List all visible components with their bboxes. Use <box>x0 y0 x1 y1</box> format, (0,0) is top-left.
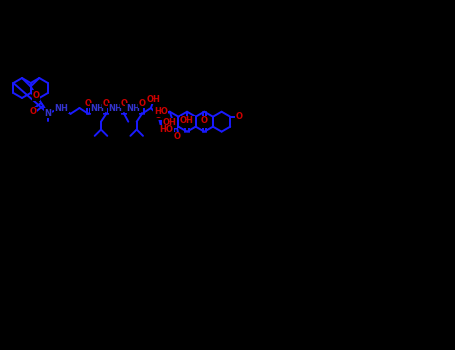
Text: NH: NH <box>108 104 122 113</box>
Text: NH: NH <box>126 104 140 113</box>
Text: O: O <box>174 132 181 141</box>
Text: O: O <box>138 99 146 108</box>
Text: O: O <box>121 99 127 108</box>
Text: HO: HO <box>154 107 168 116</box>
Text: O: O <box>183 118 191 127</box>
Text: OH: OH <box>147 94 161 104</box>
Text: O: O <box>85 99 92 108</box>
Text: O: O <box>33 91 40 100</box>
Text: N: N <box>45 109 51 118</box>
Text: O: O <box>29 107 36 116</box>
Text: NH: NH <box>55 104 69 113</box>
Text: O: O <box>103 99 110 108</box>
Text: O: O <box>236 112 243 121</box>
Text: OH: OH <box>163 118 177 127</box>
Text: OH: OH <box>180 116 194 125</box>
Text: O: O <box>155 111 162 120</box>
Text: HO: HO <box>159 125 173 134</box>
Text: NH: NH <box>91 104 104 113</box>
Text: O: O <box>201 116 208 125</box>
Text: O: O <box>201 118 208 127</box>
